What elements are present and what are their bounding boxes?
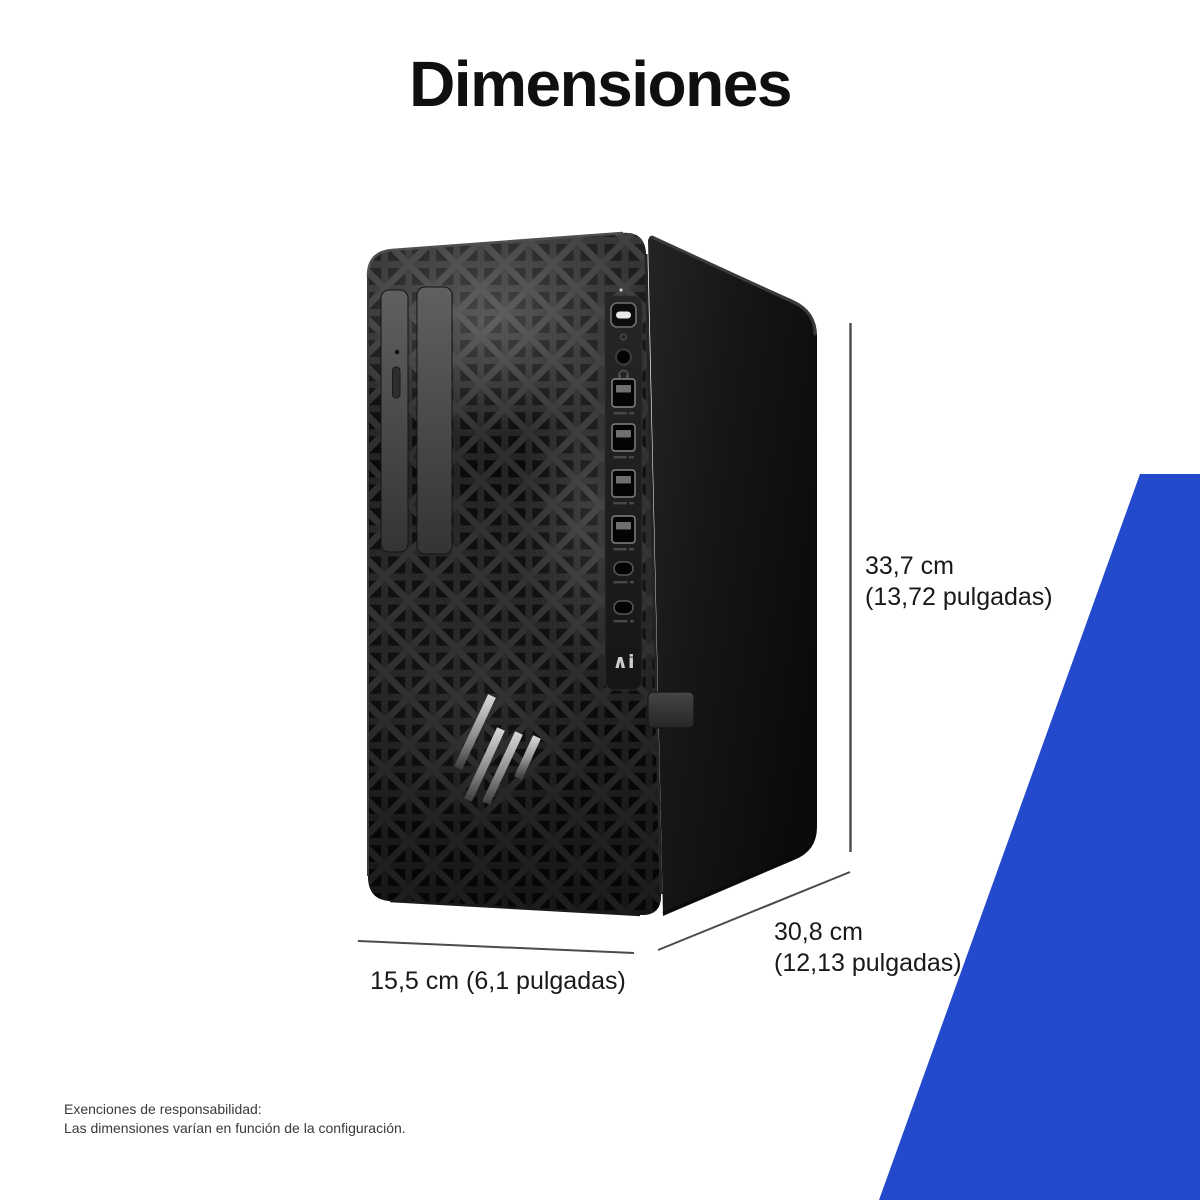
disclaimer-body: Las dimensiones varían en función de la … — [64, 1119, 406, 1136]
usb-a-ports — [611, 378, 636, 551]
depth-dimension-line — [657, 871, 851, 951]
usb-c-port-icon — [613, 561, 634, 584]
disclaimer-heading: Exenciones de responsabilidad: — [64, 1101, 262, 1117]
side-panel — [648, 235, 817, 916]
ai-badge: ∧i — [613, 651, 635, 673]
height-dimension-label: 33,7 cm (13,72 pulgadas) — [865, 551, 1053, 613]
page-title: Dimensiones — [409, 48, 792, 120]
optical-drive-slot — [380, 286, 453, 555]
usb-a-port-icon — [611, 469, 636, 505]
disclaimer: Exenciones de responsabilidad: Las dimen… — [64, 1100, 406, 1137]
depth-value-cm: 30,8 cm — [774, 918, 863, 946]
usb-a-port-icon — [611, 378, 636, 415]
side-panel-latch — [647, 691, 695, 729]
power-button-icon — [610, 302, 637, 341]
usb-a-port-icon — [611, 515, 636, 551]
depth-dimension-label: 30,8 cm (12,13 pulgadas) — [774, 917, 962, 979]
height-value-cm: 33,7 cm — [865, 552, 954, 580]
front-io-strip: ∧i — [604, 288, 643, 691]
accent-blue-shape — [879, 474, 1200, 1200]
usb-c-port-icon — [613, 600, 634, 623]
width-value: 15,5 cm (6,1 pulgadas) — [370, 967, 626, 995]
height-value-inches: (13,72 pulgadas) — [865, 583, 1053, 611]
width-dimension-line — [357, 940, 635, 954]
usb-c-ports — [613, 561, 634, 623]
hp-logo-icon — [454, 694, 541, 805]
usb-a-port-icon — [611, 423, 636, 459]
drive-eject-button — [392, 366, 401, 399]
drive-led-icon — [394, 349, 400, 355]
headphone-jack-icon — [615, 348, 632, 379]
depth-value-inches: (12,13 pulgadas) — [774, 949, 962, 977]
width-dimension-label: 15,5 cm (6,1 pulgadas) — [352, 966, 644, 997]
status-led-icon — [619, 288, 623, 292]
